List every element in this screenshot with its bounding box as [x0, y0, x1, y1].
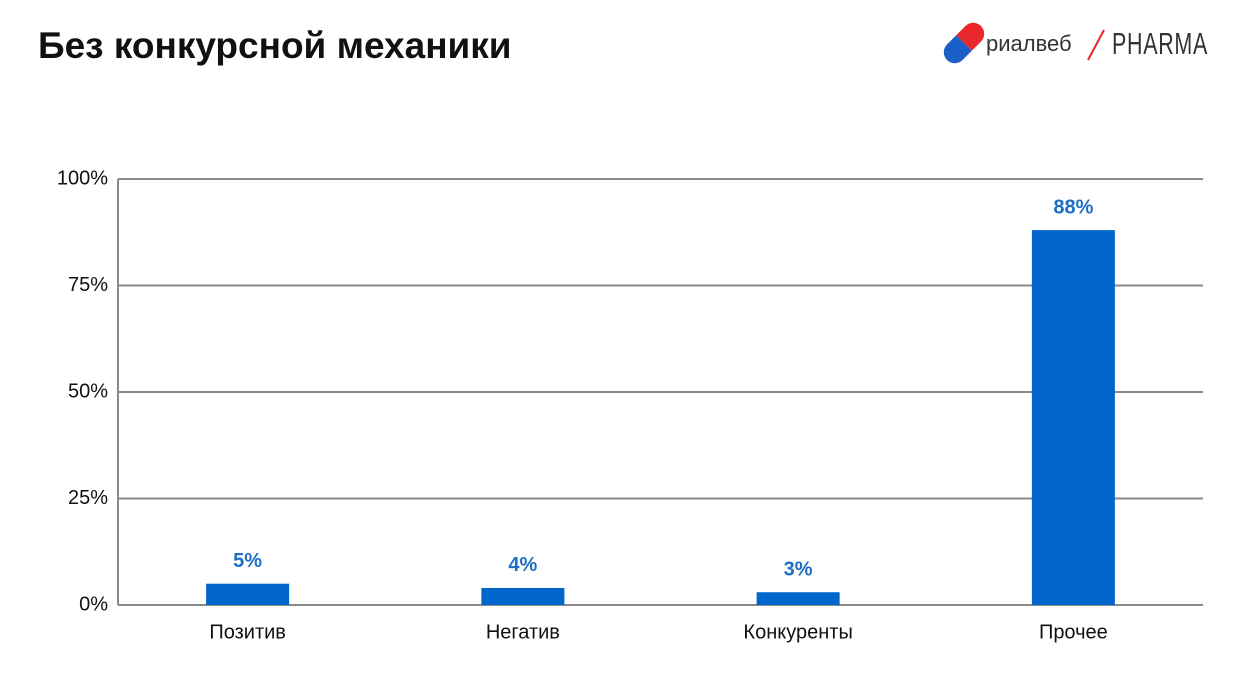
- y-tick-label: 50%: [68, 380, 108, 402]
- value-label: 3%: [784, 559, 813, 581]
- bar: [756, 592, 840, 605]
- x-tick-label: Позитив: [209, 621, 286, 643]
- logo-icon: [943, 22, 985, 64]
- chart-title: Без конкурсной механики: [38, 25, 512, 66]
- bar: [481, 587, 565, 605]
- logo-pill-blue-base: [948, 35, 972, 59]
- y-tick-label: 0%: [79, 593, 108, 615]
- logo: риалвеб PHARMA: [943, 22, 1208, 64]
- value-label: 4%: [508, 554, 537, 576]
- logo-slash: [1087, 29, 1105, 61]
- value-label: 5%: [233, 550, 262, 572]
- value-label: 88%: [1053, 196, 1093, 218]
- y-tick-label: 100%: [57, 167, 108, 189]
- bar: [206, 583, 290, 605]
- y-tick-label: 75%: [68, 274, 108, 296]
- bar: [1031, 230, 1115, 605]
- logo-brand: риалвеб: [986, 31, 1072, 56]
- logo-pill-red-base: [956, 27, 980, 51]
- x-tick-label: Негатив: [486, 621, 560, 643]
- x-tick-label: Прочее: [1039, 621, 1108, 643]
- logo-product: PHARMA: [1112, 26, 1208, 61]
- x-tick-label: Конкуренты: [743, 621, 852, 643]
- y-tick-label: 25%: [68, 487, 108, 509]
